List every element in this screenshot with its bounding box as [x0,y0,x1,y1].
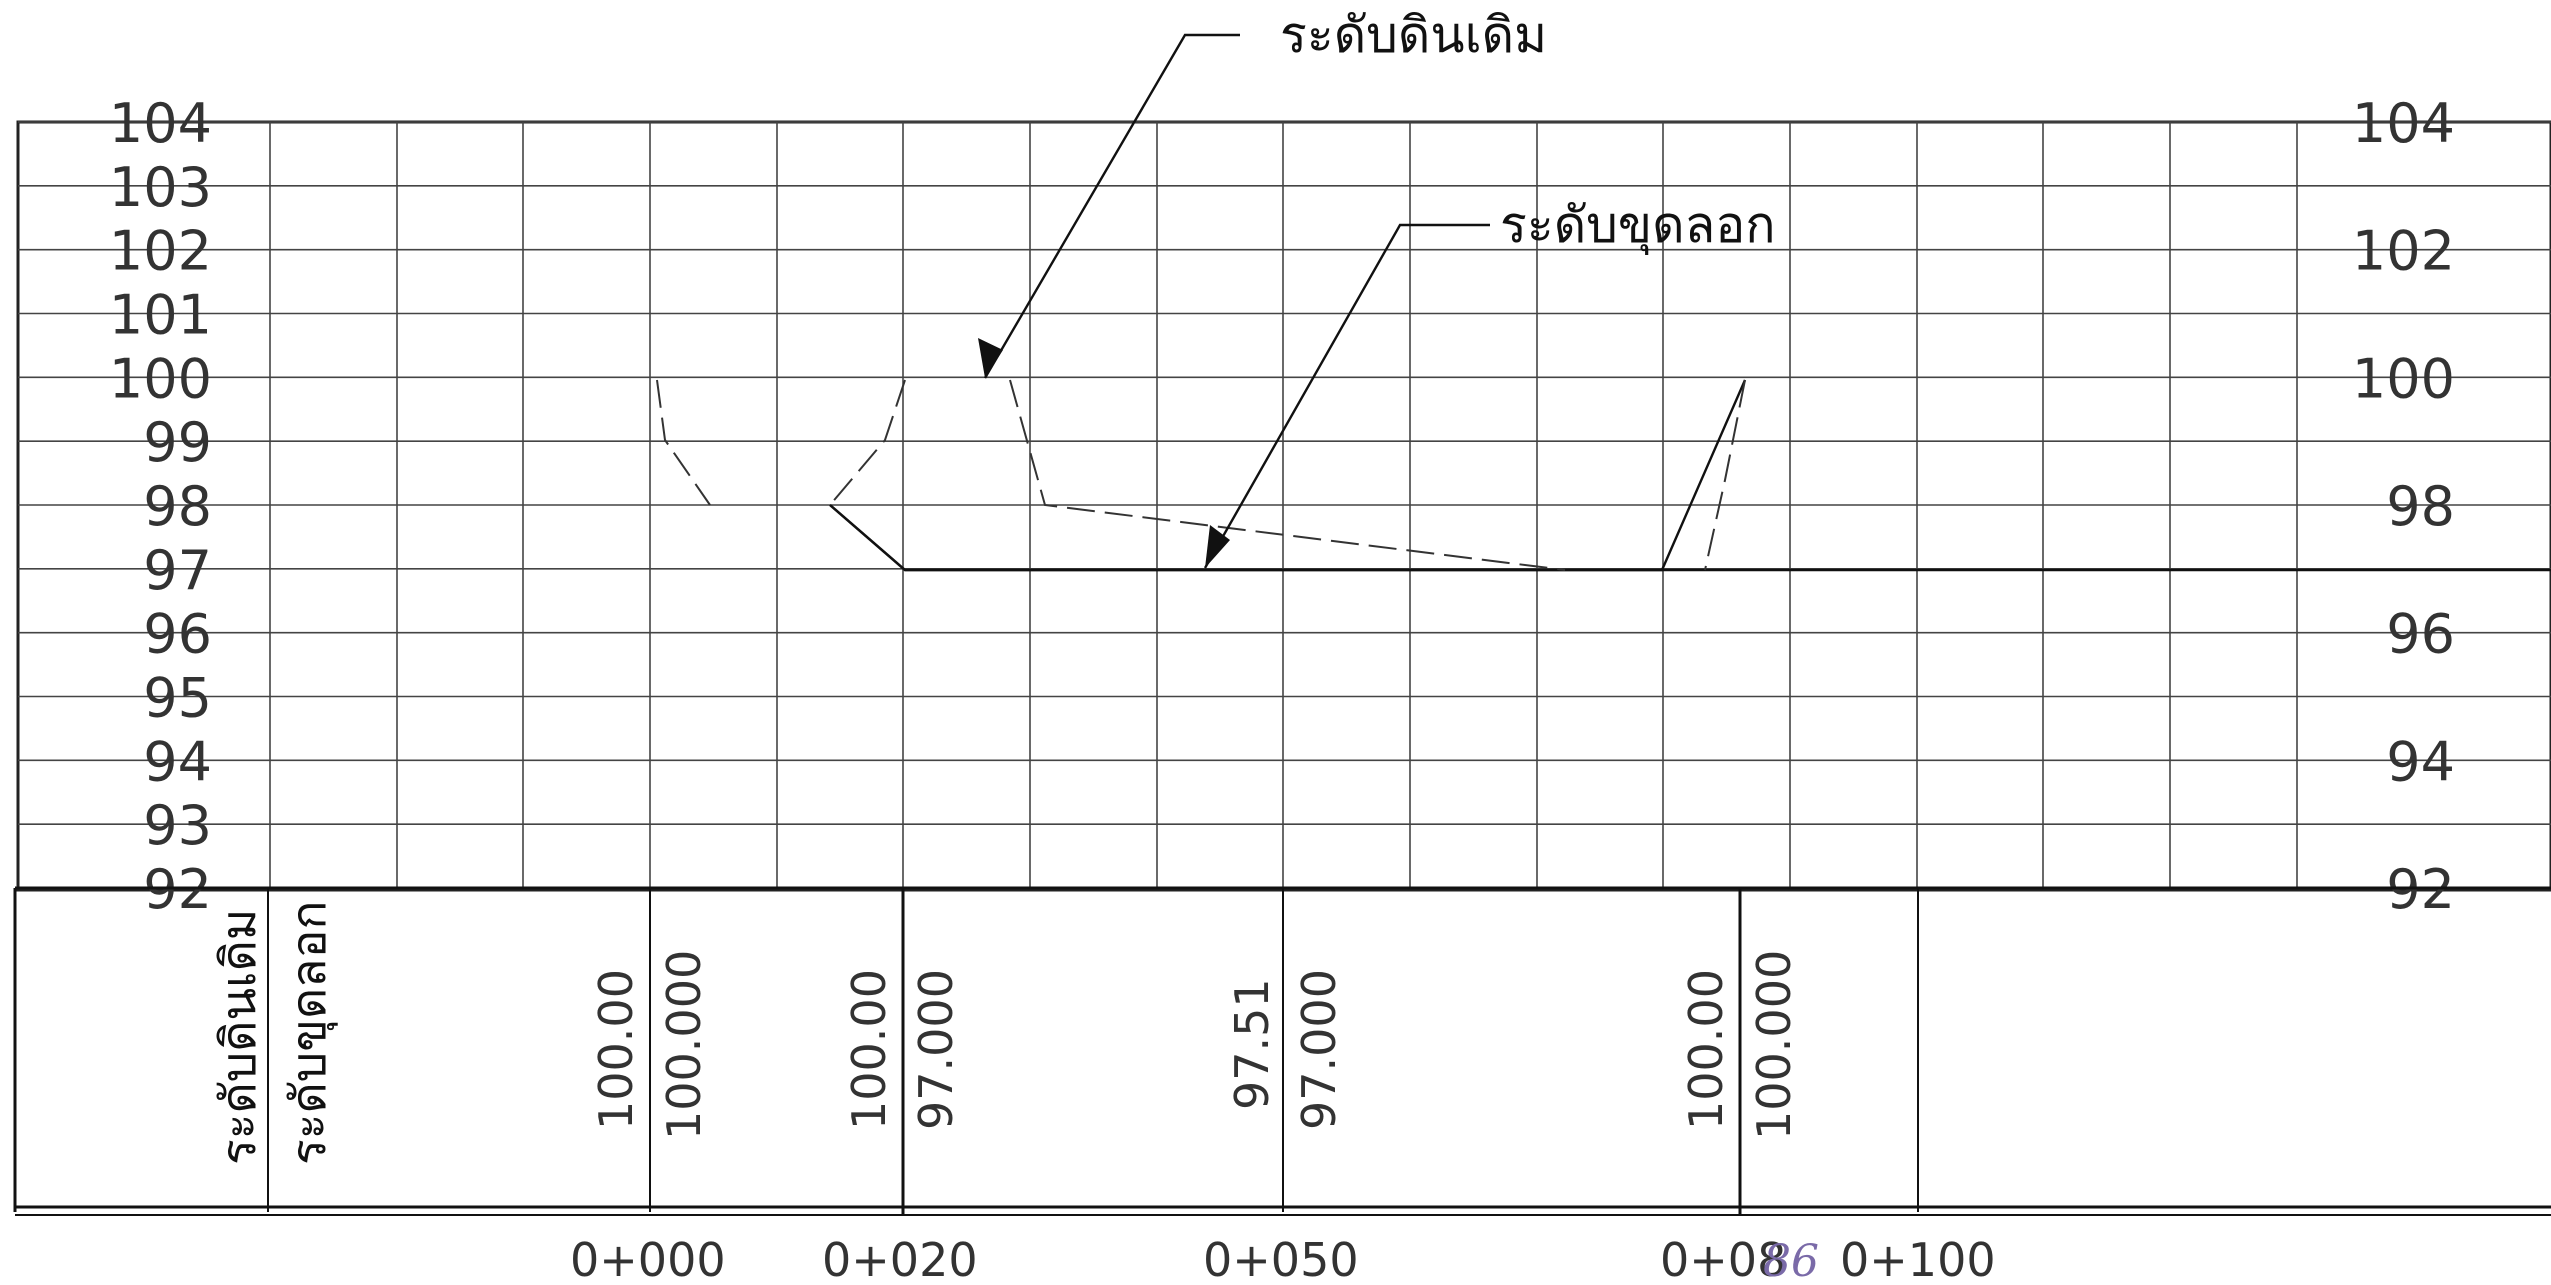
y-label-right-98: 98 [2386,475,2455,538]
handwritten-correction: 86 [1763,1236,1819,1285]
vertical-grid [269,122,2298,888]
y-label-left-98: 98 [143,475,212,538]
existing-0000: 100.00 [589,969,643,1130]
existing-ground-mid [829,379,906,506]
station-0000: 0+000 [570,1233,726,1285]
y-label-right-104: 104 [2352,92,2455,155]
callout-existing-ground-label: ระดับดินเดิม [1280,6,1547,64]
excavation-line-left [829,504,2551,572]
excavation-0020: 97.000 [909,969,963,1130]
excavation-0000: 100.000 [657,950,711,1140]
station-0080: 0+08 [1660,1233,1786,1285]
y-label-right-94: 94 [2386,730,2455,793]
row-header-existing: ระดับดินเดิม [211,909,267,1165]
excavation-line-main [829,379,1747,572]
y-label-left-101: 101 [109,284,212,347]
callout-excavation: ระดับขุดลอก [1203,196,1776,569]
existing-0020: 100.00 [842,969,896,1130]
existing-0080: 100.00 [1679,969,1733,1130]
existing-ground-profile [656,379,1746,571]
horizontal-grid [18,121,2551,889]
y-label-left-97: 97 [143,539,212,602]
existing-ground-right [1704,379,1746,571]
y-label-left-102: 102 [109,220,212,283]
y-label-left-100: 100 [109,347,212,410]
y-label-left-93: 93 [143,794,212,857]
y-label-left-95: 95 [143,667,212,730]
existing-ground-left [656,379,711,506]
y-label-left-96: 96 [143,603,212,666]
excavation-0080: 100.000 [1747,950,1801,1140]
callout-excavation-label: ระดับขุดลอก [1500,196,1776,255]
y-label-left-99: 99 [143,411,212,474]
y-label-left-104: 104 [109,92,212,155]
row-header-excavation: ระดับขุดลอก [281,901,338,1166]
y-label-left-103: 103 [109,156,212,219]
excavation-0050: 97.000 [1292,969,1346,1130]
station-0020: 0+020 [822,1233,978,1285]
y-label-right-102: 102 [2352,220,2455,283]
station-0050: 0+050 [1203,1233,1359,1285]
existing-0050: 97.51 [1225,978,1279,1110]
y-label-left-94: 94 [143,730,212,793]
data-table [13,886,2551,1216]
existing-ground-main [1009,379,1566,571]
station-0100: 0+100 [1840,1233,1996,1285]
excavation-profile [829,379,2551,572]
y-label-right-100: 100 [2352,347,2455,410]
callout-existing-ground: ระดับดินเดิม [978,6,1547,379]
y-label-right-96: 96 [2386,603,2455,666]
plot-frame [16,120,2551,892]
